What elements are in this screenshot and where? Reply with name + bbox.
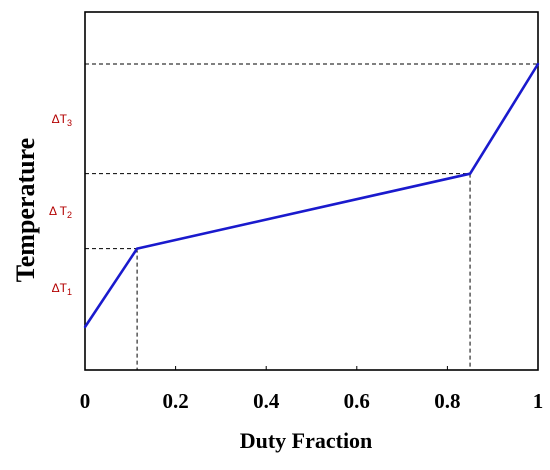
data-point-1: [83, 325, 87, 329]
delta-annotations: ΔT1 Δ T2 ΔT3: [49, 112, 72, 297]
x-tick-label-3: 0.6: [344, 389, 370, 413]
delta-t-label-1: ΔT1: [52, 281, 72, 297]
x-axis-title: Duty Fraction: [240, 428, 373, 453]
data-point-2: [135, 247, 139, 250]
x-tick-label-1: 0.2: [162, 389, 188, 413]
x-tick-label-0: 0: [80, 389, 91, 413]
plot-frame: [84, 11, 539, 371]
data-point-3: [468, 172, 472, 175]
delta-t-label-3: ΔT3: [52, 112, 72, 128]
guide-lines: [85, 63, 538, 370]
x-tick-label-5: 1: [533, 389, 544, 413]
data-point-4: [536, 62, 540, 66]
series-line-1: [83, 63, 540, 328]
series-line-group: [83, 62, 540, 329]
y-axis-title: Temperature: [11, 138, 40, 282]
x-tick-label-2: 0.4: [253, 389, 280, 413]
x-ticks: 0 0.2 0.4 0.6 0.8 1: [80, 366, 544, 413]
delta-t-label-2: Δ T2: [49, 204, 72, 220]
x-tick-label-4: 0.8: [434, 389, 460, 413]
